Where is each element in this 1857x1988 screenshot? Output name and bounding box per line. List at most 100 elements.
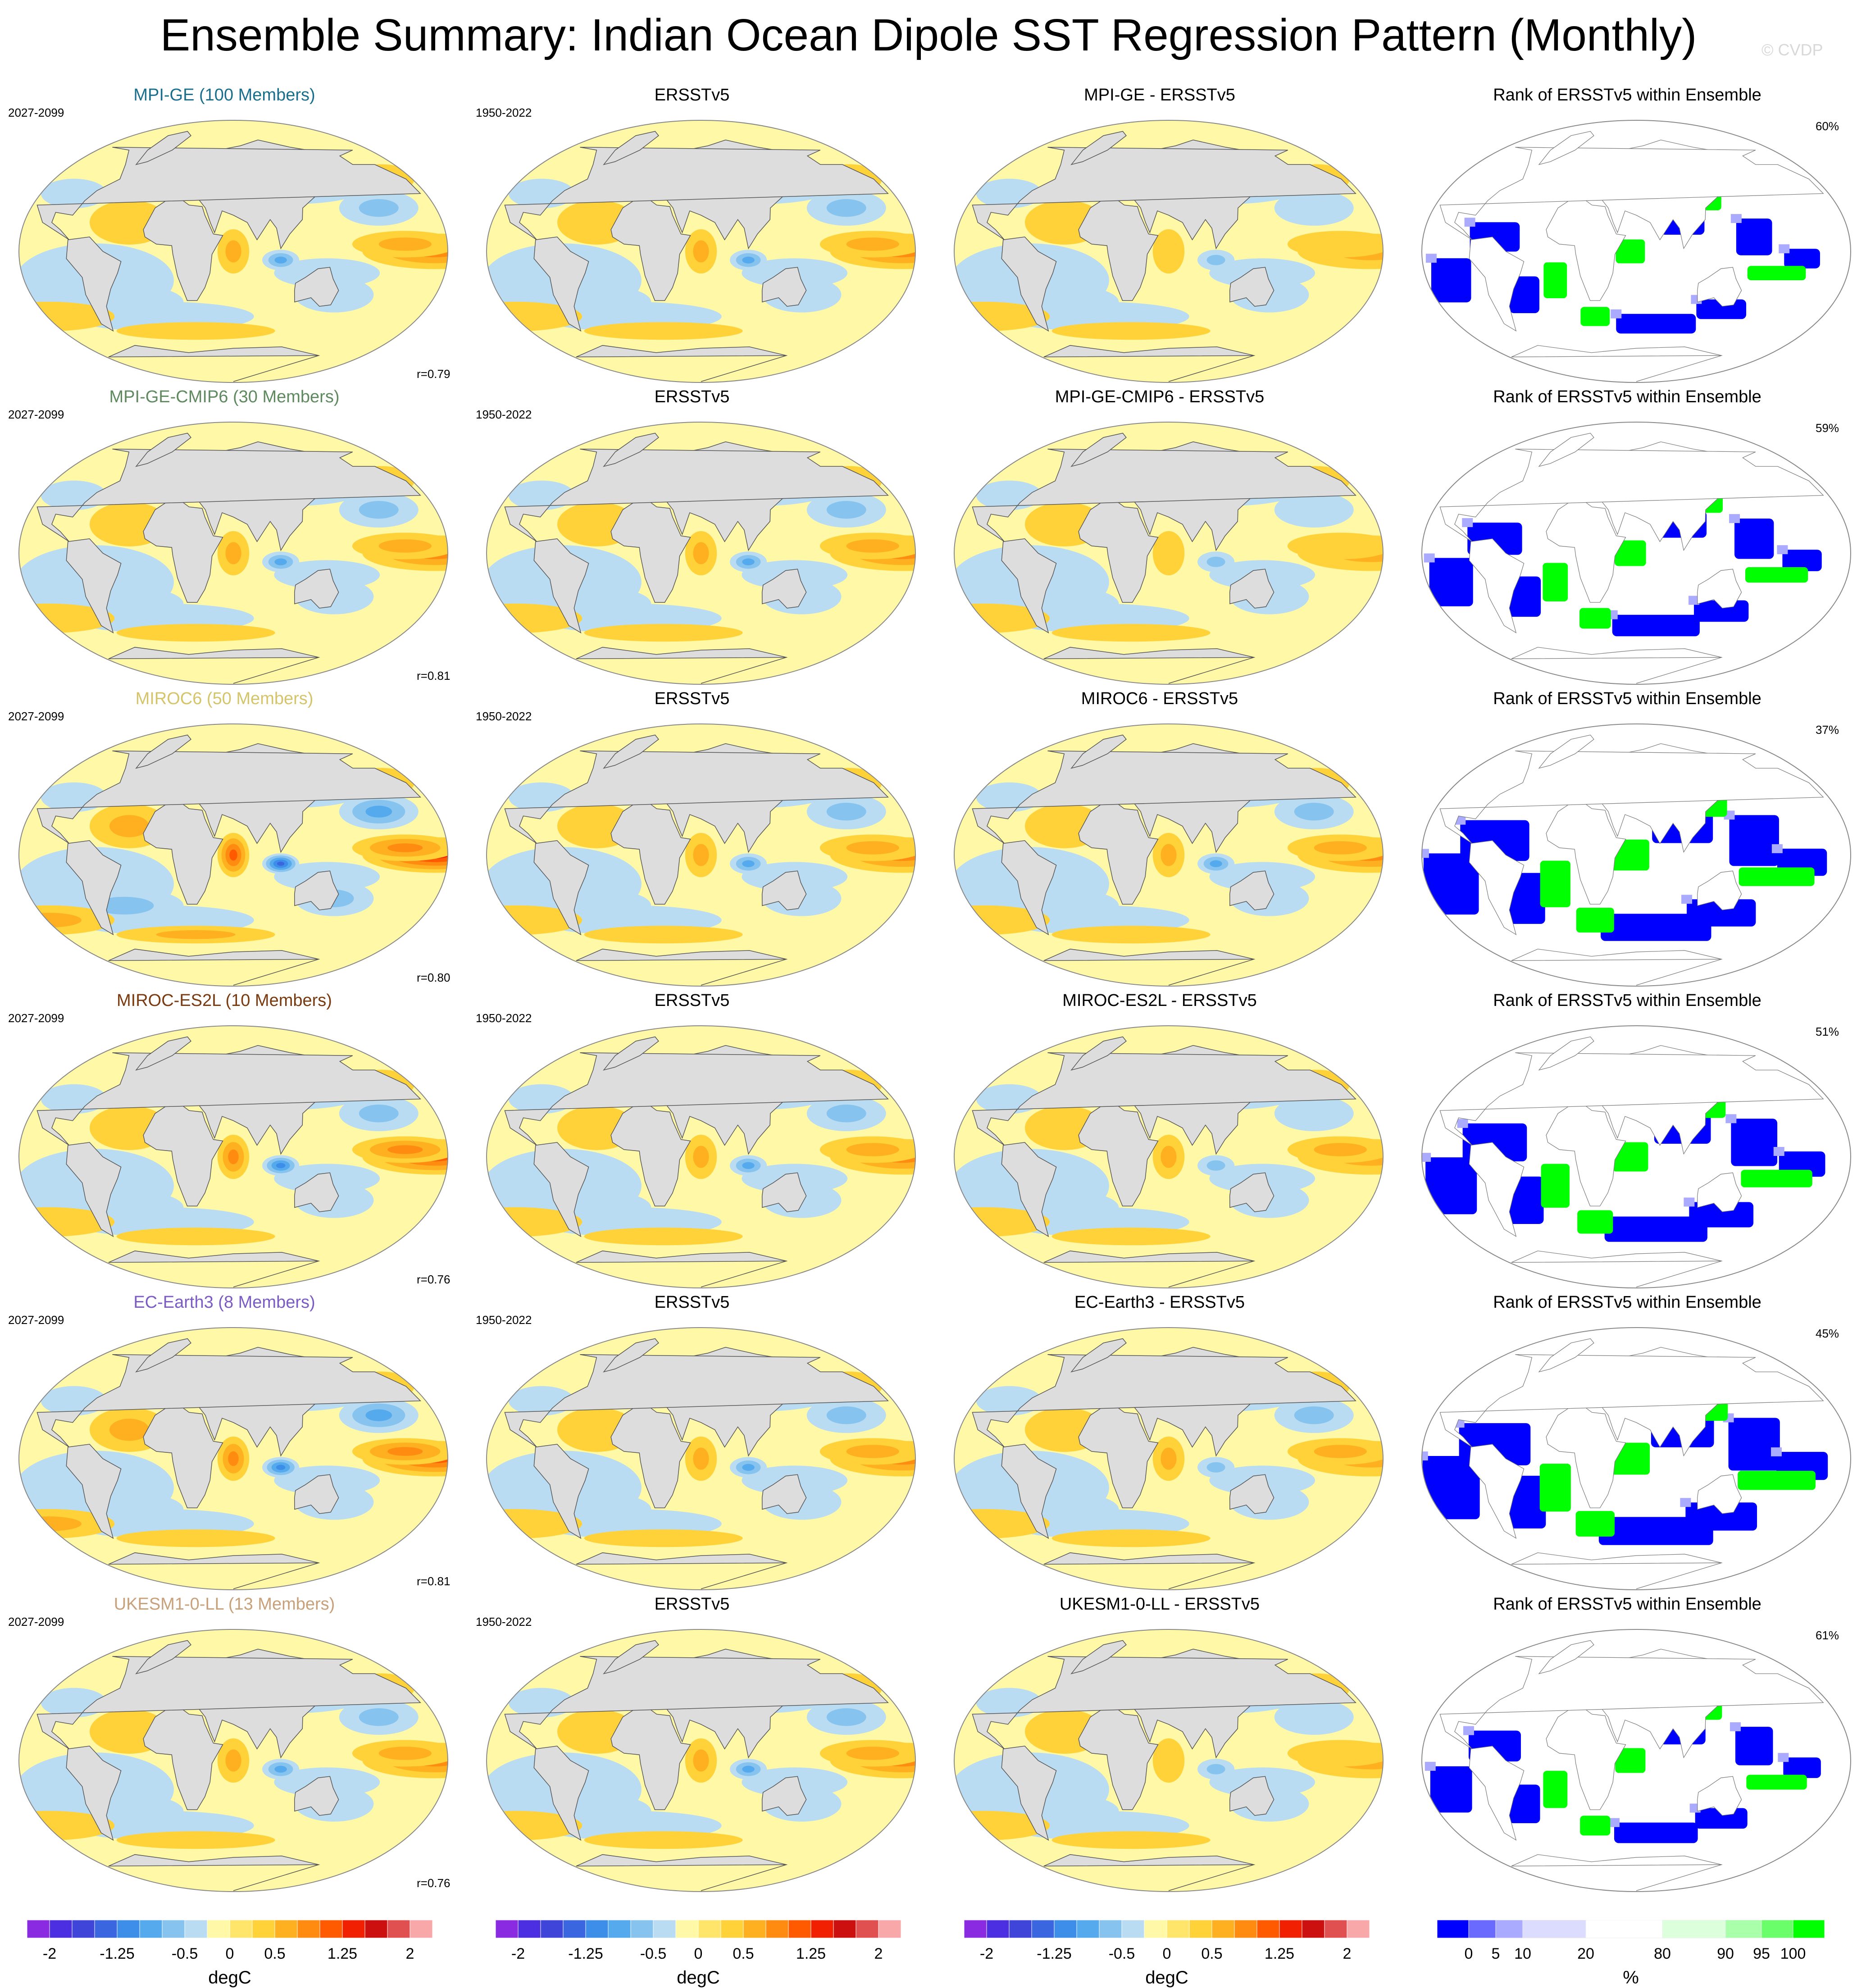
- colorbar-swatch: [1166, 1920, 1190, 1938]
- colorbar-swatch: [162, 1920, 185, 1938]
- colorbar-swatch: [94, 1920, 118, 1938]
- colorbar-swatch: [364, 1920, 388, 1938]
- colorbar-swatch: [540, 1920, 564, 1938]
- colorbar-swatch: [653, 1920, 676, 1938]
- diff-panel-title: MPI-GE-CMIP6 - ERSSTv5: [1055, 387, 1265, 406]
- colorbar-swatch: [1256, 1920, 1280, 1938]
- colorbar-tick-label: 2: [874, 1945, 883, 1962]
- colorbar-swatch: [1279, 1920, 1302, 1938]
- colorbar-swatch: [964, 1920, 987, 1938]
- colorbar-swatch: [1585, 1920, 1663, 1938]
- model-period-label: 2027-2099: [8, 710, 64, 723]
- rank-colorbar: [1437, 1920, 1825, 1938]
- obs-sst-map: [486, 1629, 916, 1892]
- colorbar-swatch: [1144, 1920, 1167, 1938]
- pattern-correlation-label: r=0.79: [417, 367, 451, 381]
- diff-sst-map: [954, 1327, 1384, 1590]
- colorbar-tick-label: 20: [1577, 1945, 1594, 1962]
- colorbar-swatch: [518, 1920, 541, 1938]
- obs-sst-map: [486, 1327, 916, 1590]
- rank-panel-title: Rank of ERSSTv5 within Ensemble: [1493, 689, 1761, 708]
- colorbar-swatch: [1495, 1920, 1523, 1938]
- colorbar-swatch: [1302, 1920, 1325, 1938]
- colorbar-swatch: [1031, 1920, 1055, 1938]
- colorbar-tick-label: -2: [511, 1945, 525, 1962]
- colorbar-swatch: [387, 1920, 410, 1938]
- colorbar-swatch: [986, 1920, 1010, 1938]
- rank-map: [1421, 1025, 1851, 1288]
- colorbar-tick-label: 100: [1780, 1945, 1806, 1962]
- colorbar-tick-label: 0: [694, 1945, 703, 1962]
- colorbar-swatch: [297, 1920, 320, 1938]
- colorbar-swatch: [856, 1920, 879, 1938]
- colorbar-swatch: [1099, 1920, 1122, 1938]
- obs-sst-map: [486, 1025, 916, 1288]
- colorbar-tick-label: 0.5: [264, 1945, 286, 1962]
- colorbar-swatch: [1211, 1920, 1235, 1938]
- rank-panel-title: Rank of ERSSTv5 within Ensemble: [1493, 991, 1761, 1010]
- colorbar-swatch: [117, 1920, 140, 1938]
- diff-sst-map: [954, 120, 1384, 383]
- rank-percent-label: 61%: [1816, 1629, 1839, 1642]
- colorbar-tick-label: 1.25: [1264, 1945, 1295, 1962]
- obs-period-label: 1950-2022: [476, 1615, 532, 1629]
- figure-title: Ensemble Summary: Indian Ocean Dipole SS…: [160, 10, 1697, 60]
- model-panel-title: UKESM1-0-LL (13 Members): [114, 1595, 335, 1614]
- rank-map: [1421, 1327, 1851, 1590]
- colorbar-unit-label: degC: [677, 1968, 720, 1988]
- model-sst-map: [18, 1629, 448, 1892]
- colorbar-swatch: [765, 1920, 789, 1938]
- colorbar-swatch: [1522, 1920, 1586, 1938]
- colorbar-tick-label: -1.25: [1037, 1945, 1072, 1962]
- rank-panel-title: Rank of ERSSTv5 within Ensemble: [1493, 1595, 1761, 1614]
- model-panel-title: MPI-GE (100 Members): [133, 86, 315, 105]
- colorbar-swatch: [563, 1920, 586, 1938]
- obs-panel-title: ERSSTv5: [654, 689, 730, 708]
- colorbar-unit-label: %: [1623, 1968, 1639, 1988]
- colorbar-swatch: [229, 1920, 253, 1938]
- colorbar-tick-label: 95: [1753, 1945, 1770, 1962]
- rank-map: [1421, 422, 1851, 685]
- sst-colorbar: [496, 1920, 901, 1938]
- colorbar-swatch: [319, 1920, 343, 1938]
- obs-period-label: 1950-2022: [476, 710, 532, 723]
- sst-colorbar: [27, 1920, 432, 1938]
- colorbar-swatch: [1076, 1920, 1100, 1938]
- diff-panel-title: MIROC6 - ERSSTv5: [1081, 689, 1238, 708]
- model-sst-map: [18, 723, 448, 987]
- colorbar-swatch: [410, 1920, 432, 1938]
- rank-percent-label: 37%: [1816, 723, 1839, 737]
- colorbar-tick-label: 0: [225, 1945, 234, 1962]
- colorbar-unit-label: degC: [208, 1968, 251, 1988]
- obs-sst-map: [486, 120, 916, 383]
- colorbar-swatch: [1324, 1920, 1347, 1938]
- model-panel-title: EC-Earth3 (8 Members): [133, 1293, 315, 1312]
- colorbar-swatch: [184, 1920, 208, 1938]
- diff-sst-map: [954, 1025, 1384, 1288]
- rank-panel-title: Rank of ERSSTv5 within Ensemble: [1493, 387, 1761, 406]
- colorbar-swatch: [810, 1920, 834, 1938]
- colorbar-swatch: [630, 1920, 654, 1938]
- diff-panel-title: MPI-GE - ERSSTv5: [1084, 86, 1235, 105]
- pattern-correlation-label: r=0.76: [417, 1273, 451, 1286]
- rank-percent-label: 59%: [1816, 421, 1839, 435]
- colorbar-tick-label: -2: [979, 1945, 994, 1962]
- model-period-label: 2027-2099: [8, 106, 64, 119]
- model-period-label: 2027-2099: [8, 408, 64, 421]
- rank-percent-label: 51%: [1816, 1025, 1839, 1038]
- colorbar-tick-label: -1.25: [568, 1945, 603, 1962]
- pattern-correlation-label: r=0.81: [417, 669, 451, 682]
- colorbar-swatch: [207, 1920, 230, 1938]
- rank-map: [1421, 723, 1851, 987]
- colorbar-tick-label: -1.25: [100, 1945, 135, 1962]
- obs-period-label: 1950-2022: [476, 1313, 532, 1327]
- obs-sst-map: [486, 723, 916, 987]
- colorbar-swatch: [1234, 1920, 1257, 1938]
- rank-panel-title: Rank of ERSSTv5 within Ensemble: [1493, 86, 1761, 105]
- colorbar-swatch: [833, 1920, 856, 1938]
- obs-panel-title: ERSSTv5: [654, 991, 730, 1010]
- obs-panel-title: ERSSTv5: [654, 387, 730, 406]
- diff-panel-title: MIROC-ES2L - ERSSTv5: [1062, 991, 1257, 1010]
- sst-colorbar: [964, 1920, 1370, 1938]
- obs-panel-title: ERSSTv5: [654, 1293, 730, 1312]
